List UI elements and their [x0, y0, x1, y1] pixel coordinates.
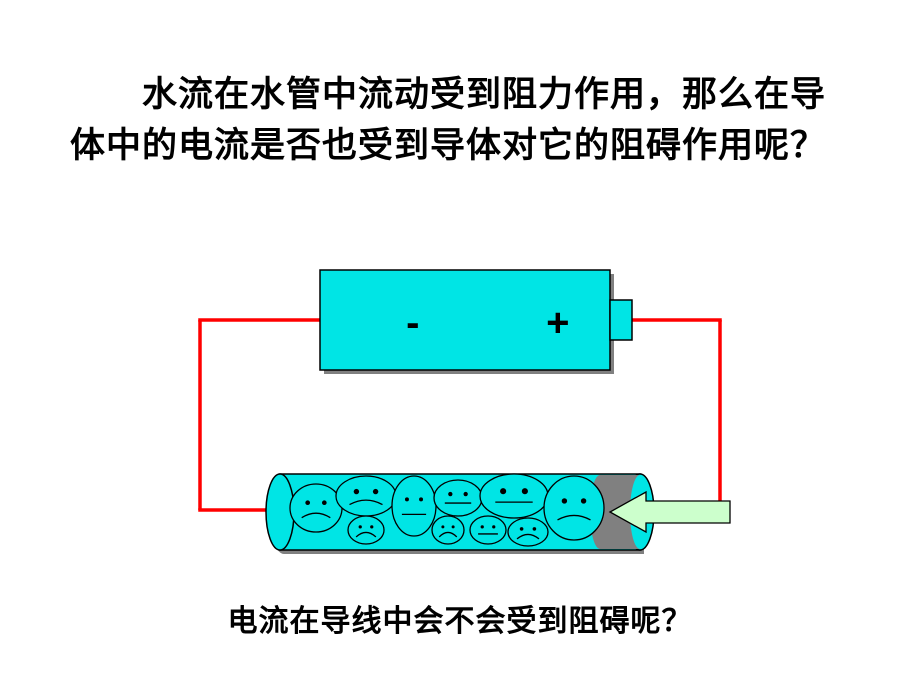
question-text: 电流在导线中会不会受到阻碍呢？ [0, 596, 920, 640]
circuit-svg: -+ [170, 250, 750, 580]
slide: 水流在水管中流动受到阻力作用，那么在导体中的电流是否也受到导体对它的阻碍作用呢？… [0, 0, 920, 690]
svg-text:+: + [546, 301, 569, 345]
intro-paragraph: 水流在水管中流动受到阻力作用，那么在导体中的电流是否也受到导体对它的阻碍作用呢？ [70, 70, 860, 172]
svg-text:-: - [406, 301, 419, 345]
circuit-diagram: -+ [170, 250, 750, 580]
